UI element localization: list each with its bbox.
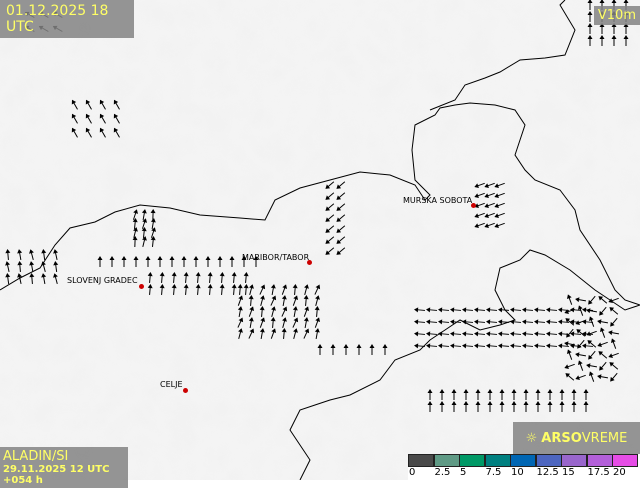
colorbar-swatch [408,454,434,467]
colorbar-swatch [434,454,460,467]
model-run: 29.11.2025 12 UTC +054 h [3,464,125,486]
logo-text: VREME [582,431,628,446]
city-label: CELJE [160,380,183,389]
colorbar-tick: 0 [409,467,415,478]
colorbar-tick: 15 [562,467,575,478]
colorbar-tick: 5 [460,467,466,478]
colorbar-swatch [612,454,638,467]
colorbar-swatch [536,454,562,467]
colorbar-tick: 12.5 [537,467,559,478]
city-marker [183,388,188,393]
forecast-datetime: 01.12.2025 18 UTC [0,0,134,38]
city-label: MURSKA SOBOTA [403,196,472,205]
colorbar-tick: 20 [613,467,626,478]
colorbar-tick: 10 [511,467,524,478]
city-label: SLOVENJ GRADEC [67,276,138,285]
colorbar-swatch [485,454,511,467]
model-name: ALADIN/SI [3,449,125,464]
city-label: MARIBOR/TABOR [242,253,309,262]
colorbar-swatch [510,454,536,467]
colorbar-swatch [587,454,613,467]
sun-icon: ☼ [526,431,538,446]
model-info: ALADIN/SI 29.11.2025 12 UTC +054 h [0,447,128,488]
colorbar-swatch [561,454,587,467]
colorbar-tick: 17.5 [588,467,610,478]
logo-bold: ARSO [541,431,582,446]
colorbar-tick: 2.5 [435,467,451,478]
variable-label: V10m [594,6,640,25]
arso-logo: ☼ARSO VREME [513,422,640,454]
colorbar-swatch [459,454,485,467]
colorbar-tick: 7.5 [486,467,502,478]
city-marker [139,284,144,289]
